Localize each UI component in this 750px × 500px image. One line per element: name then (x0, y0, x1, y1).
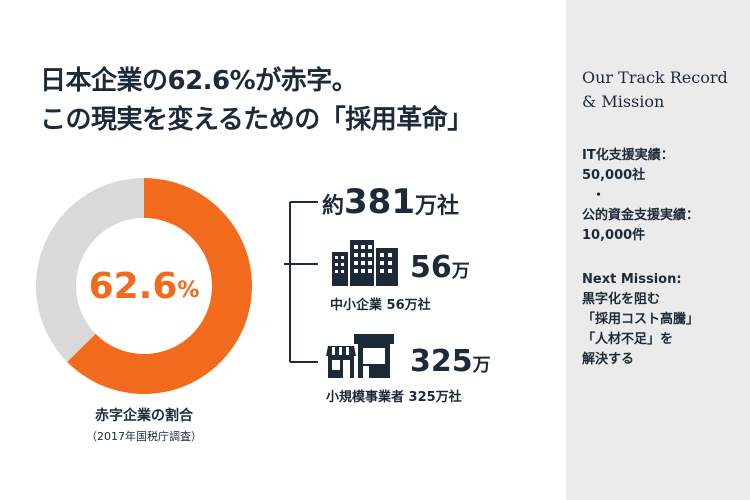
total-number: 381 (344, 182, 415, 222)
mission-line-4: 解決する (582, 352, 635, 367)
main-panel: 日本企業の62.6%が赤字。 この現実を変えるための「採用革命」 62.6 % … (34, 66, 491, 443)
total-companies: 約381万社 (322, 182, 459, 222)
headline-line-2: この現実を変えるための「採用革命」 (40, 105, 473, 135)
total-suffix: 万社 (415, 194, 460, 219)
next-mission-label: Next Mission: (582, 272, 682, 287)
small-business-count: 325万 (410, 344, 491, 379)
headline-line-1: 日本企業の62.6%が赤字。 (40, 66, 358, 96)
donut-slice-remaining (36, 178, 144, 362)
small-business-number: 325 (410, 344, 473, 379)
mission-line-3: 「人材不足」を (582, 332, 674, 347)
donut-source: （2017年国税庁調査） (86, 430, 202, 443)
sidebar-bullet: ・ (592, 188, 606, 203)
donut-chart (36, 178, 252, 394)
public-fund-value: 10,000件 (582, 228, 646, 243)
public-fund-label: 公的資金支援実績： (582, 208, 700, 223)
donut-center-value: 62.6 % (34, 176, 254, 396)
total-prefix: 約 (322, 194, 345, 219)
storefront-icon (326, 334, 394, 378)
bracket-connector (284, 201, 318, 363)
office-buildings-icon (332, 240, 398, 286)
donut-label: 赤字企業の割合 (95, 408, 193, 424)
sme-unit: 万 (451, 261, 470, 282)
donut-value-number: 62.6 (88, 265, 178, 307)
sme-label: 中小企業 56万社 (330, 298, 431, 313)
it-support-label: IT化支援実績： (582, 148, 674, 163)
sidebar-title-line-2: & Mission (582, 92, 665, 111)
sidebar-track-record: Our Track Record & Mission IT化支援実績： 50,0… (566, 0, 750, 500)
mission-line-2: 「採用コスト高騰」 (582, 312, 700, 327)
mission-line-1: 黒字化を阻む (582, 292, 661, 307)
donut-value-unit: % (177, 277, 200, 303)
sidebar-title-line-1: Our Track Record (582, 68, 728, 87)
donut-slice-deficit (67, 178, 252, 394)
it-support-value: 50,000社 (582, 168, 646, 183)
small-business-unit: 万 (472, 355, 491, 376)
sme-number: 56 (410, 250, 452, 285)
small-business-label: 小規模事業者 325万社 (326, 390, 462, 405)
sme-count: 56万 (410, 250, 470, 285)
